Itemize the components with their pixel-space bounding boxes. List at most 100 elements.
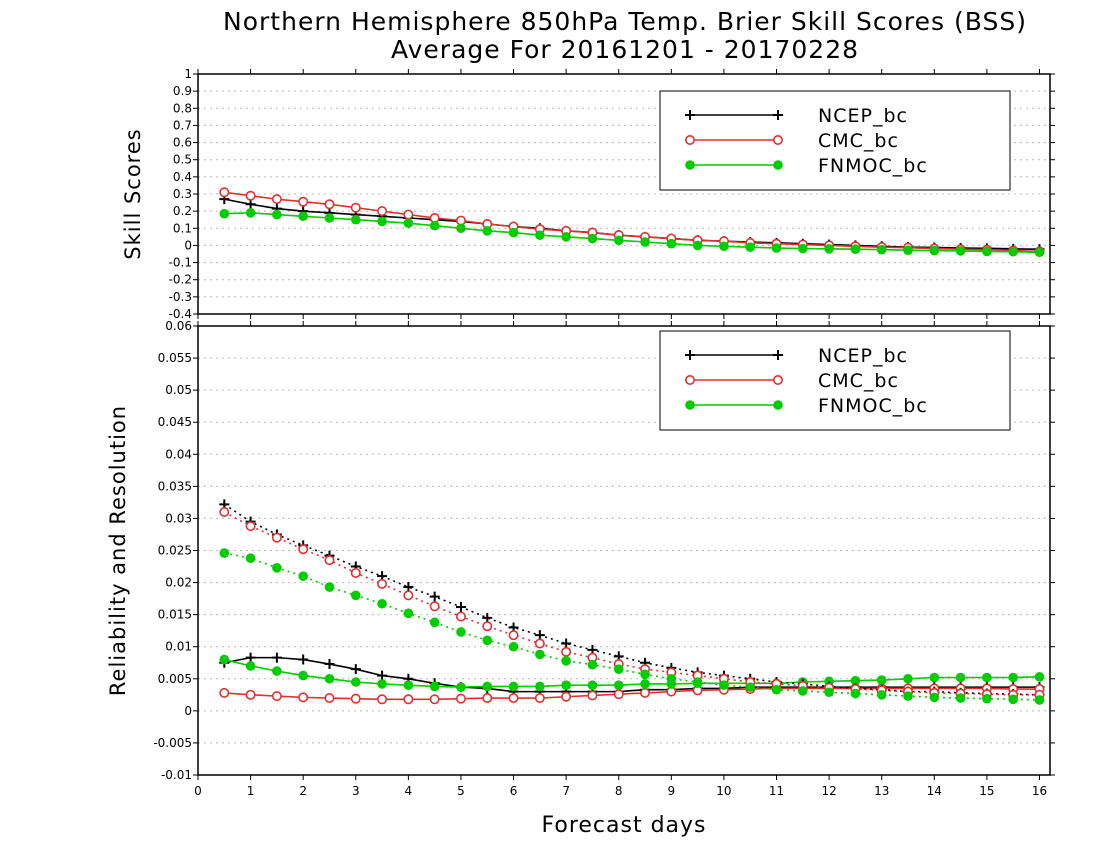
y-axis-label: Reliability and Resolution (106, 405, 130, 696)
data-point (377, 679, 387, 689)
y-tick-label: -0.1 (169, 256, 192, 270)
data-point (403, 209, 414, 220)
data-point (613, 235, 624, 246)
y-tick-label: 0 (184, 238, 192, 252)
legend-marker (772, 135, 783, 146)
chart-title-line2: Average For 20161201 - 20170228 (391, 35, 859, 64)
data-point (245, 199, 256, 210)
y-tick-label: 0.6 (173, 136, 192, 150)
y-tick-label: 1 (184, 67, 192, 81)
data-point (929, 245, 940, 256)
data-point (640, 679, 650, 689)
data-point (219, 187, 230, 198)
data-point (587, 680, 598, 690)
data-point (666, 673, 677, 684)
data-point (798, 686, 808, 696)
y-tick-label: 0.04 (165, 447, 192, 461)
data-point (903, 691, 913, 701)
data-point (377, 206, 388, 217)
x-tick-label: 0 (194, 784, 202, 798)
data-point (219, 548, 230, 558)
x-tick-label: 11 (769, 784, 784, 798)
y-tick-label: 0.005 (158, 672, 192, 686)
y-tick-label: 0.9 (173, 84, 192, 98)
legend-label: CMC_bc (818, 370, 899, 392)
data-point (640, 669, 650, 680)
data-point (850, 675, 861, 686)
data-point (350, 202, 361, 213)
data-point (613, 664, 624, 674)
x-tick-label: 15 (979, 784, 994, 798)
data-point (245, 553, 256, 563)
data-point (219, 654, 230, 665)
data-point (587, 233, 598, 244)
data-point (955, 672, 966, 683)
y-tick-label: -0.3 (169, 290, 192, 304)
data-point (429, 601, 440, 612)
legend-marker (773, 400, 783, 410)
data-point (298, 670, 308, 681)
data-point (561, 656, 571, 666)
data-point (298, 196, 309, 207)
y-tick-label: 0 (184, 704, 192, 718)
y-tick-label: 0.05 (165, 383, 192, 397)
data-point (719, 241, 729, 252)
data-point (350, 693, 361, 704)
data-point (429, 694, 440, 705)
data-point (613, 680, 624, 690)
data-point (324, 659, 335, 670)
data-point (429, 220, 440, 231)
legend-marker (684, 135, 695, 146)
y-tick-label: 0.03 (165, 511, 192, 525)
data-point (482, 681, 493, 692)
data-point (482, 635, 493, 646)
data-point (561, 232, 571, 242)
data-point (245, 661, 256, 671)
top-panel-skill-scores: -0.4 -0.3 -0.2 -0.1 0 0.1 0.2 0.3 0.4 0.5 0.6 0.7 0.… (121, 67, 1055, 321)
data-point (692, 677, 703, 687)
data-point (1008, 694, 1018, 705)
data-point (456, 627, 466, 637)
legend-marker (773, 110, 783, 120)
y-tick-label: 0.1 (173, 221, 192, 235)
data-point (245, 208, 256, 218)
y-tick-label: 0.055 (158, 351, 192, 365)
data-point (982, 672, 992, 683)
data-point (298, 544, 309, 555)
data-point (561, 638, 572, 649)
legend-marker (685, 400, 695, 410)
y-tick-label: -0.2 (169, 273, 192, 287)
legend-label: NCEP_bc (818, 105, 908, 127)
data-point (403, 218, 414, 228)
bottom-panel-reliability-resolution: -0.01 -0.005 0 0.005 0.01 0.015 0.02 0.025 0.03 0… (106, 319, 1055, 838)
data-point (324, 673, 335, 684)
y-tick-label: -0.005 (153, 736, 192, 750)
data-point (876, 675, 887, 685)
data-point (377, 578, 388, 589)
data-point (561, 691, 572, 702)
x-tick-label: 8 (615, 784, 623, 798)
data-point (876, 244, 887, 255)
legend-label: FNMOC_bc (818, 155, 928, 177)
plot-frame (197, 325, 1051, 776)
legend-marker (685, 160, 695, 170)
data-point (324, 555, 335, 566)
data-point (640, 237, 650, 247)
data-point (1008, 672, 1018, 683)
data-point (508, 693, 519, 704)
series-line (224, 191, 1040, 253)
x-tick-label: 13 (874, 784, 889, 798)
data-point (298, 654, 309, 665)
data-point (850, 244, 861, 254)
data-point (272, 563, 282, 573)
data-point (350, 214, 361, 225)
x-tick-label: 16 (1032, 784, 1047, 798)
data-point (587, 659, 598, 670)
data-point (745, 682, 756, 692)
data-point (561, 680, 571, 690)
data-point (982, 246, 992, 257)
x-tick-label: 2 (299, 784, 307, 798)
data-point (245, 652, 256, 663)
data-point (482, 226, 493, 236)
data-point (429, 617, 440, 628)
